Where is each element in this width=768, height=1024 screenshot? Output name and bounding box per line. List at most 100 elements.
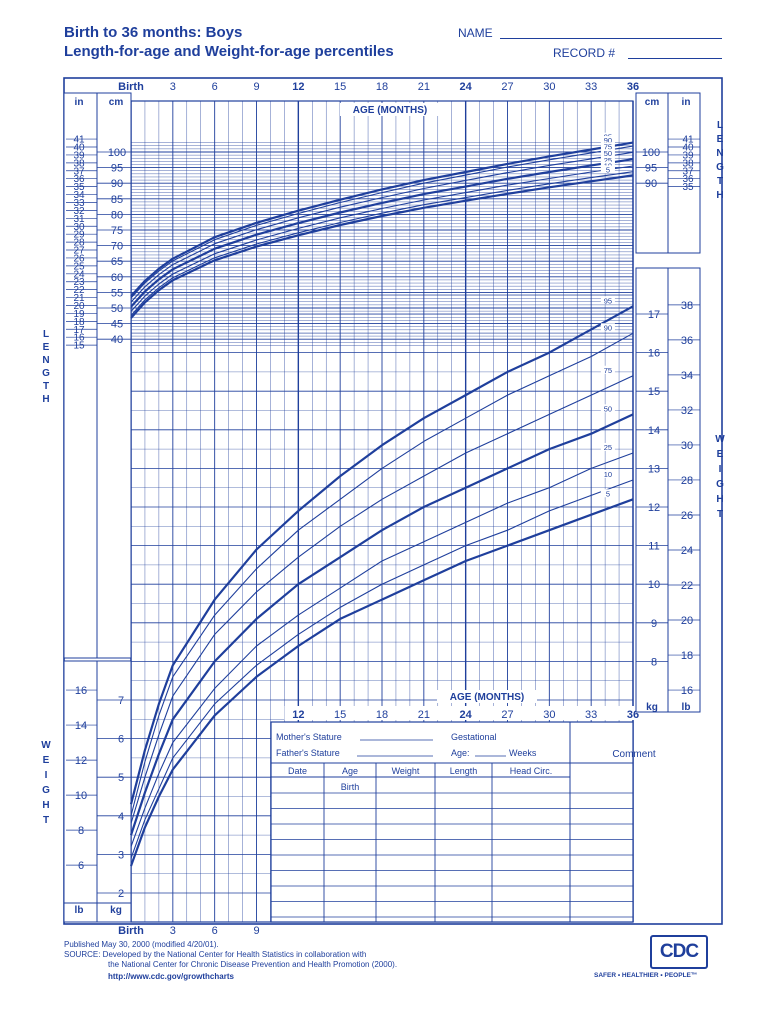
- tick-label: 100: [108, 147, 126, 159]
- length-p25-line: [130, 165, 634, 312]
- y-axis-label: H: [716, 190, 723, 201]
- label-bg: [600, 469, 615, 478]
- tick-label: 24: [73, 269, 85, 280]
- label-bg: [600, 365, 615, 374]
- tick-label: 37: [73, 166, 85, 177]
- tick-label: 9: [253, 81, 259, 93]
- tick-label: 33: [585, 81, 597, 93]
- weight-p95-line: [129, 305, 634, 805]
- tick-label: 27: [73, 246, 85, 257]
- weight-p25-line: [130, 452, 634, 847]
- y-axis-label: L: [717, 120, 723, 131]
- record-label: RECORD #: [553, 46, 616, 60]
- tick-label: 3: [170, 925, 176, 937]
- tick-label: 21: [73, 293, 85, 304]
- label-bg: [340, 103, 440, 116]
- tick-label: 6: [78, 860, 84, 872]
- tick-label: 18: [376, 81, 388, 93]
- y-axis-label: E: [717, 449, 724, 460]
- gestational-age-label: Age:: [451, 748, 470, 758]
- cdc-logo: CDC: [650, 935, 708, 969]
- y-axis-label: G: [716, 162, 724, 173]
- label-bg: [600, 165, 615, 174]
- length-p75-line: [130, 151, 634, 303]
- name-field[interactable]: [500, 38, 722, 39]
- tick-label: 16: [73, 333, 85, 344]
- tick-label: 100: [642, 147, 660, 159]
- label-bg: [600, 136, 615, 145]
- tick-label: 33: [73, 198, 85, 209]
- unit-label: cm: [645, 97, 660, 108]
- tick-label: 4: [118, 811, 124, 823]
- label-bg: [600, 323, 615, 332]
- tick-label: 85: [111, 194, 123, 206]
- weight-p75-label: 75: [604, 366, 612, 375]
- tick-label: 22: [681, 580, 693, 592]
- tick-label: 27: [501, 81, 513, 93]
- tick-label: 20: [681, 615, 693, 627]
- weight-p90-label: 90: [604, 323, 612, 332]
- y-axis-label: W: [715, 434, 725, 445]
- tick-label: 12: [648, 502, 660, 514]
- tick-label: 17: [648, 309, 660, 321]
- tick-label: 14: [75, 720, 87, 732]
- tick-label: 14: [648, 425, 660, 437]
- tick-label: 12: [75, 755, 87, 767]
- tick-label: 11: [648, 541, 659, 553]
- tick-label: 29: [73, 230, 85, 241]
- label-bg: [600, 142, 615, 151]
- length-p50-label: 50: [604, 149, 612, 158]
- y-axis-label: I: [719, 464, 722, 475]
- table-column-header: Age: [342, 766, 358, 776]
- tick-label: 30: [543, 81, 555, 93]
- y-axis-label: N: [42, 355, 49, 366]
- y-axis-label: I: [45, 770, 48, 781]
- tick-label: 24: [460, 81, 473, 93]
- y-axis-label: T: [43, 815, 49, 826]
- y-axis-label: G: [42, 368, 50, 379]
- table-column-header: Head Circ.: [510, 766, 553, 776]
- weight-p10-label: 10: [604, 470, 612, 479]
- tick-label: 21: [418, 709, 430, 721]
- tick-label: 36: [682, 174, 694, 185]
- record-field[interactable]: [628, 58, 722, 59]
- page-subtitle: Length-for-age and Weight-for-age percen…: [64, 43, 394, 60]
- weight-p5-label: 5: [606, 489, 610, 498]
- tick-label: 55: [111, 287, 123, 299]
- table-column-header: Length: [450, 766, 478, 776]
- weight-p50-line: [129, 413, 634, 836]
- length-p95-line: [130, 141, 634, 297]
- y-axis-label: N: [716, 148, 723, 159]
- unit-label: kg: [110, 905, 122, 916]
- tick-label: 95: [645, 163, 657, 175]
- y-axis-label: H: [42, 800, 49, 811]
- tick-label: 32: [73, 206, 85, 217]
- footer-url[interactable]: http://www.cdc.gov/growthcharts: [108, 972, 234, 981]
- label-bg: [600, 442, 615, 451]
- y-axis-label: G: [716, 479, 724, 490]
- tick-label: 34: [73, 190, 85, 201]
- gestational-label: Gestational: [451, 732, 497, 742]
- tick-label: Birth: [118, 925, 144, 937]
- tick-label: 34: [681, 370, 693, 382]
- footer-source: SOURCE: Developed by the National Center…: [64, 950, 367, 959]
- weight-p95-label: 95: [604, 296, 612, 305]
- y-axis-label: W: [41, 740, 51, 751]
- tick-label: 15: [334, 709, 346, 721]
- tick-label: 16: [681, 685, 693, 697]
- weight-p75-line: [130, 375, 634, 824]
- tick-label: 26: [73, 253, 85, 264]
- tick-label: 22: [73, 285, 85, 296]
- tick-label: 50: [111, 303, 123, 315]
- label-bg: [600, 156, 615, 165]
- unit-label: lb: [75, 905, 84, 916]
- tick-label: 65: [111, 256, 123, 268]
- x-axis-label: AGE (MONTHS): [450, 692, 524, 703]
- tick-label: 26: [681, 510, 693, 522]
- tick-label: 18: [73, 317, 85, 328]
- label-bg: [437, 690, 537, 703]
- tick-label: 33: [585, 709, 597, 721]
- tick-label: 6: [212, 81, 218, 93]
- tick-label: 38: [681, 300, 693, 312]
- tick-label: 18: [376, 709, 388, 721]
